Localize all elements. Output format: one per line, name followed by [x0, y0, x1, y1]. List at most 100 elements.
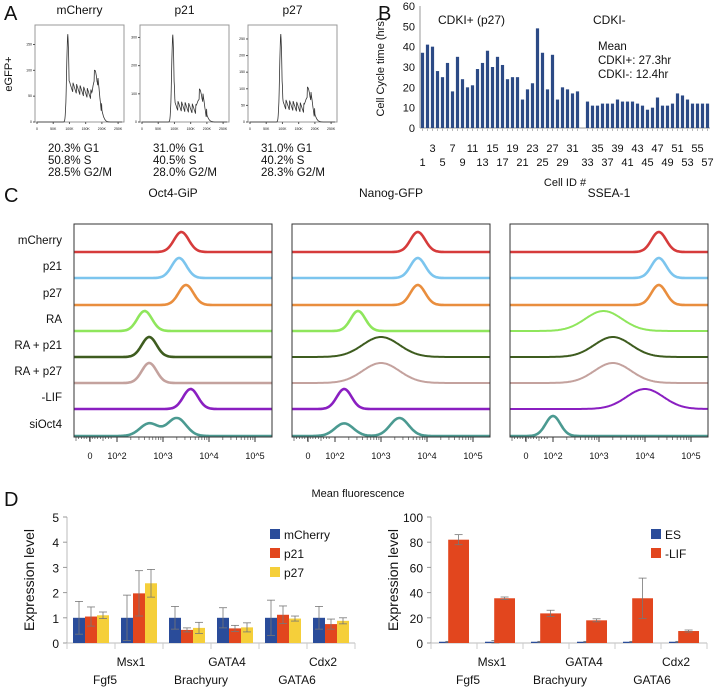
a-stat: 28.3% G2/M: [261, 167, 325, 179]
d-category-label: Msx1: [478, 655, 507, 669]
d-category-label: Brachyury: [174, 673, 228, 687]
a-plot-title: p27: [282, 3, 302, 17]
d-ytick-label: 0: [416, 637, 423, 651]
d-category-label: Fgf5: [93, 673, 117, 687]
c-histogram-trace: [510, 414, 708, 438]
b-bar: [695, 103, 700, 128]
b-bar: [460, 79, 465, 128]
panel-letter: B: [378, 3, 391, 25]
b-bar: [430, 46, 435, 128]
c-xtick-label: 0: [523, 451, 528, 461]
c-plot-title: Oct4-GiP: [148, 186, 197, 200]
a-stat: 40.2% S: [261, 155, 305, 167]
b-bar: [705, 103, 710, 128]
b-bar: [605, 103, 610, 128]
c-condition-label: RA: [46, 314, 62, 326]
a-ylabel: eGFP+: [3, 56, 15, 91]
b-xtick-label: 27: [546, 143, 558, 155]
b-bar: [455, 56, 460, 129]
a-ytick-label: 50: [241, 103, 245, 107]
b-xtick-label: 23: [526, 143, 538, 155]
d-legend-label: p27: [284, 566, 304, 580]
b-bar: [645, 109, 650, 128]
d-ytick-label: 100: [403, 511, 423, 525]
b-bar: [700, 103, 705, 128]
a-ytick-label: 100: [131, 92, 137, 96]
a-stat: 50.8% S: [48, 155, 92, 167]
b-bar: [595, 105, 600, 128]
a-xtick-label: 200K: [311, 127, 320, 131]
a-ytick-label: 50: [28, 94, 32, 98]
d-bar: [181, 629, 193, 643]
b-bar: [530, 83, 535, 128]
d-bar: [678, 631, 699, 643]
c-plot-frame: [73, 223, 273, 438]
c-histogram-trace: [292, 256, 490, 280]
b-bar: [655, 97, 660, 128]
c-histogram-trace: [510, 283, 708, 307]
c-xlabel: Mean fluorescence: [312, 488, 405, 500]
b-bar: [690, 103, 695, 128]
d-ytick-label: 60: [410, 561, 424, 575]
c-xtick-label: 10^3: [589, 451, 608, 461]
d-legend-label: mCherry: [284, 528, 330, 542]
b-xtick-label: 1: [419, 157, 425, 169]
b-bar: [470, 85, 475, 128]
c-xtick-label: 10^4: [635, 451, 654, 461]
d-legend-swatch: [270, 529, 280, 539]
a-stat: 31.0% G1: [153, 143, 204, 155]
panel-letter: A: [4, 3, 18, 25]
b-bar: [525, 89, 530, 128]
d-category-label: Cdx2: [662, 655, 690, 669]
c-histogram-trace: [510, 362, 708, 384]
b-xtick-label: 31: [566, 143, 578, 155]
b-ytick-label: 0: [409, 123, 415, 135]
b-bar: [615, 99, 620, 128]
d-ytick-label: 1: [52, 612, 59, 626]
b-bar: [520, 99, 525, 128]
c-xtick-label: 0: [305, 451, 310, 461]
a-ytick-label: 200: [239, 54, 245, 58]
c-histogram-trace: [510, 230, 708, 254]
d-bar: [217, 617, 229, 643]
b-bar: [665, 105, 670, 128]
b-bar: [650, 107, 655, 128]
a-ytick-label: 300: [131, 35, 137, 39]
b-xlabel: Cell ID #: [544, 177, 587, 189]
b-bar: [685, 99, 690, 128]
d-bar: [337, 620, 349, 643]
b-bar: [420, 52, 425, 129]
b-xtick-label: 57: [701, 157, 713, 169]
b-ylabel: Cell Cycle time (hrs): [375, 17, 387, 116]
a-stat: 20.3% G1: [48, 143, 99, 155]
b-xtick-label: 19: [506, 143, 518, 155]
a-plot-frame: [139, 24, 230, 123]
a-histogram-line: [37, 34, 122, 123]
c-xtick-label: 10^5: [463, 451, 482, 461]
d-legend-swatch: [651, 548, 661, 558]
d-bar: [229, 628, 241, 643]
b-xtick-label: 41: [621, 157, 633, 169]
c-histogram-trace: [74, 416, 272, 438]
a-xtick-label: 250K: [327, 127, 336, 131]
a-xtick-label: 0: [249, 127, 251, 131]
b-bar: [575, 91, 580, 128]
c-condition-label: RA + p27: [14, 366, 62, 378]
panel-letter: C: [4, 185, 18, 207]
b-xtick-label: 29: [556, 157, 568, 169]
d-category-label: Msx1: [117, 655, 146, 669]
b-xtick-label: 51: [671, 143, 683, 155]
b-bar: [545, 89, 550, 128]
b-bar: [670, 103, 675, 128]
b-ytick-label: 30: [403, 62, 415, 74]
b-xtick-label: 49: [661, 157, 673, 169]
d-bar: [494, 598, 515, 643]
c-histogram-trace: [292, 387, 490, 411]
a-xtick-label: 150K: [295, 127, 304, 131]
d-ylabel: Expression level: [385, 529, 401, 631]
b-xtick-label: 7: [449, 143, 455, 155]
b-bar: [505, 79, 510, 128]
a-stat: 28.0% G2/M: [153, 167, 217, 179]
c-histogram-trace: [74, 309, 272, 333]
d-bar: [85, 616, 97, 643]
